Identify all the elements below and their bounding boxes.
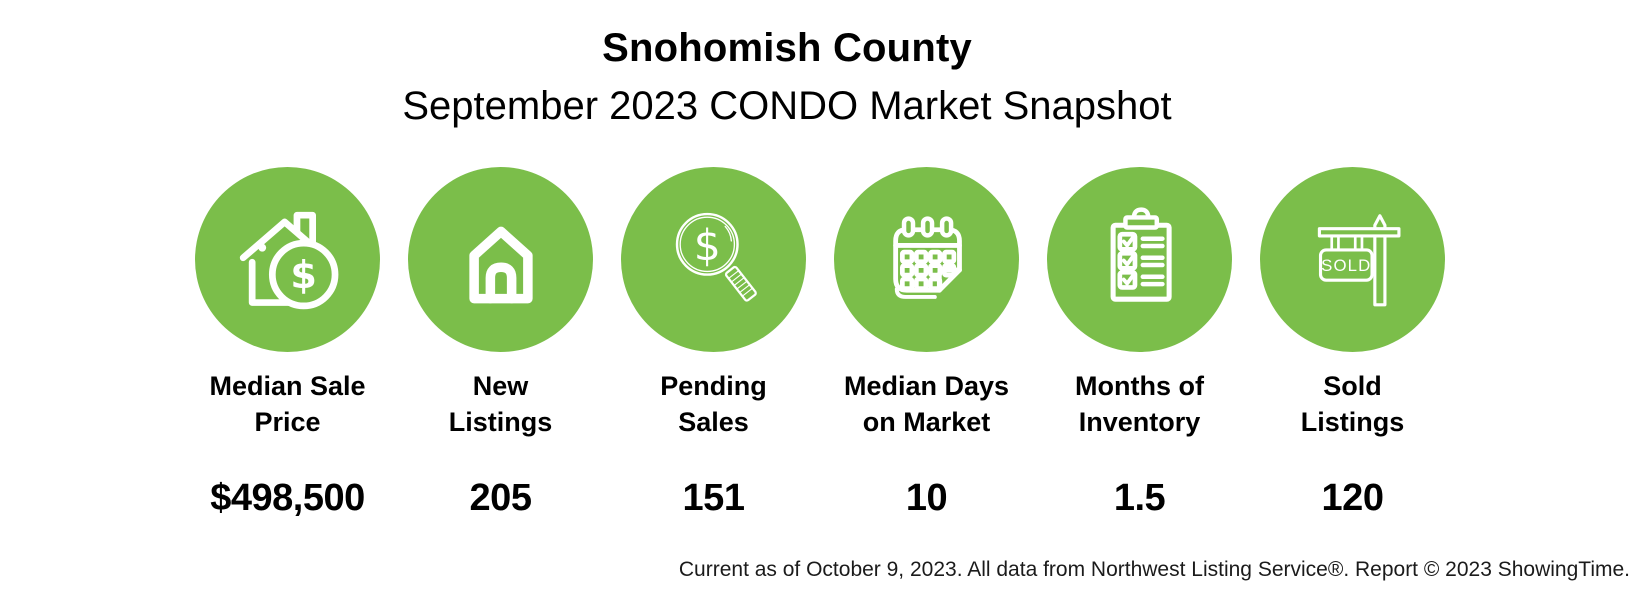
stat-value: 10 — [905, 477, 948, 519]
stat-label-line1: Median Days — [843, 371, 1010, 401]
stat-value: $498,500 — [210, 477, 365, 519]
dollar-glyph: $ — [693, 221, 720, 271]
stat-label-line1: Sold — [1323, 371, 1382, 401]
stat-median-days-on-market: Median Days on Market 10 — [820, 167, 1033, 520]
stat-label: Months of Inventory — [1075, 368, 1204, 440]
house-icon — [468, 226, 533, 303]
stat-circle — [1047, 167, 1232, 352]
stat-label-line1: New — [472, 371, 529, 401]
stat-value: 1.5 — [1113, 477, 1166, 519]
stat-circle: $ — [195, 167, 380, 352]
stat-value: 205 — [469, 477, 532, 519]
sold-sign-icon: SOLD — [1317, 213, 1400, 306]
stat-label: Median Sale Price — [209, 368, 365, 440]
dollar-glyph: $ — [290, 253, 317, 297]
stat-label: New Listings — [449, 368, 553, 440]
stat-circle — [834, 167, 1019, 352]
calendar-icon — [892, 215, 962, 299]
stat-label: Median Days on Market — [844, 368, 1009, 440]
stat-new-listings: New Listings 205 — [394, 167, 607, 520]
stat-months-of-inventory: Months of Inventory 1.5 — [1033, 167, 1246, 520]
stat-label-line2: Sales — [678, 407, 749, 437]
clipboard-checklist-icon — [1110, 206, 1172, 302]
stat-label-line1: Months of — [1075, 371, 1204, 401]
stat-label-line2: Inventory — [1078, 407, 1201, 437]
magnifier-dollar-icon: $ — [675, 212, 757, 302]
stat-circle — [408, 167, 593, 352]
stat-label-line1: Median Sale — [209, 371, 366, 401]
stat-sold-listings: SOLD Sold Listings 120 — [1246, 167, 1459, 520]
stat-value: 151 — [682, 477, 745, 519]
stat-circle: $ — [621, 167, 806, 352]
stats-row: $ Median Sale Price $498,500 New Listing… — [0, 167, 1640, 520]
page-title: Snohomish County — [602, 26, 972, 70]
stat-label-line2: Listings — [448, 407, 553, 437]
stat-label: Sold Listings — [1301, 368, 1405, 440]
footer-disclaimer: Current as of October 9, 2023. All data … — [678, 558, 1630, 581]
stat-pending-sales: $ Pending Sales 151 — [607, 167, 820, 520]
sold-sign-text: SOLD — [1321, 256, 1371, 275]
stat-label-line1: Pending — [660, 371, 767, 401]
page-subtitle: September 2023 CONDO Market Snapshot — [402, 84, 1172, 128]
stat-circle: SOLD — [1260, 167, 1445, 352]
stat-label-line2: Listings — [1300, 407, 1405, 437]
stat-label: Pending Sales — [660, 368, 767, 440]
stat-label-line2: on Market — [862, 407, 991, 437]
header: Snohomish County September 2023 CONDO Ma… — [0, 0, 1640, 128]
stat-label-line2: Price — [254, 407, 321, 437]
stat-value: 120 — [1321, 477, 1384, 519]
stat-median-sale-price: $ Median Sale Price $498,500 — [181, 167, 394, 520]
house-dollar-icon: $ — [239, 211, 338, 309]
